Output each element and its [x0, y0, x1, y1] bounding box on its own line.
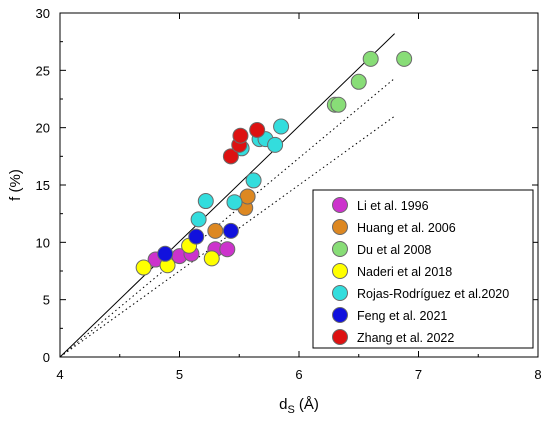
y-axis-label: f (%): [7, 169, 24, 201]
data-point: [222, 148, 239, 165]
y-tick-label: 20: [36, 121, 50, 136]
fit-lines: [59, 33, 395, 358]
data-point: [396, 50, 413, 67]
data-point: [245, 172, 262, 189]
data-point: [362, 50, 379, 67]
axis-ticks: 4 5 6 7 8 0 5 10 15 20 25 30: [36, 6, 542, 382]
data-point: [207, 222, 224, 239]
data-point: [350, 73, 367, 90]
data-points: [135, 50, 413, 276]
x-tick-label: 8: [534, 367, 541, 382]
legend: Li et al. 1996 Huang et al. 2006 Du et al …: [312, 189, 534, 349]
legend-label: Huang et al. 2006: [357, 221, 456, 235]
y-tick-label: 15: [36, 178, 50, 193]
data-point: [226, 194, 243, 211]
legend-label: Li et al. 1996: [357, 199, 429, 213]
legend-box: [312, 189, 534, 349]
legend-label: Du et al 2008: [357, 243, 431, 257]
data-point: [188, 228, 205, 245]
data-point: [190, 211, 207, 228]
data-point: [239, 188, 256, 205]
legend-marker: [332, 307, 348, 323]
data-point: [135, 259, 152, 276]
data-point: [273, 118, 290, 135]
fit-line-solid: [59, 33, 395, 358]
legend-label: Rojas-Rodríguez et al.2020: [357, 287, 509, 301]
data-point: [197, 193, 214, 210]
x-axis-label-unit: (Å): [299, 396, 319, 413]
legend-marker: [332, 219, 348, 235]
legend-label: Zhang et al. 2022: [357, 331, 454, 345]
legend-marker: [332, 285, 348, 301]
y-tick-label: 30: [36, 6, 50, 21]
x-tick-label: 7: [415, 367, 422, 382]
data-point: [267, 136, 284, 153]
legend-marker: [332, 241, 348, 257]
y-tick-label: 0: [43, 350, 50, 365]
x-axis-label-main: d: [279, 396, 287, 413]
y-tick-label: 5: [43, 293, 50, 308]
x-axis-label: dS (Å): [279, 396, 319, 416]
x-tick-label: 5: [176, 367, 183, 382]
fit-line-dotted: [59, 77, 395, 358]
data-point: [249, 121, 266, 138]
legend-marker: [332, 197, 348, 213]
legend-label: Naderi et al 2018: [357, 265, 452, 279]
legend-marker: [332, 263, 348, 279]
fit-line-dotted: [59, 115, 395, 358]
data-point: [157, 245, 174, 262]
data-point: [232, 127, 249, 144]
data-point: [219, 241, 236, 258]
legend-marker: [332, 329, 348, 345]
y-tick-label: 10: [36, 235, 50, 250]
data-point: [222, 222, 239, 239]
x-tick-label: 6: [295, 367, 302, 382]
data-point: [330, 96, 347, 113]
legend-label: Feng et al. 2021: [357, 309, 447, 323]
x-axis-label-subscript: S: [288, 404, 295, 416]
data-point: [203, 250, 220, 267]
y-tick-label: 25: [36, 63, 50, 78]
x-tick-label: 4: [56, 367, 63, 382]
